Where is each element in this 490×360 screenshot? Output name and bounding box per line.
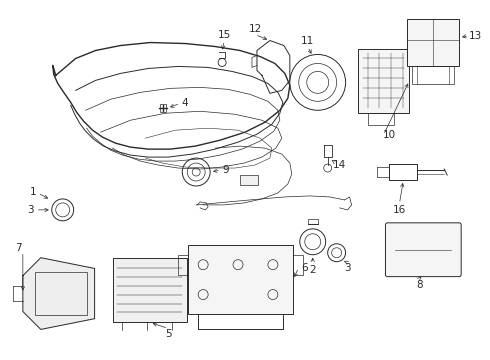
Text: 13: 13 [468,31,482,41]
Text: 3: 3 [344,263,351,273]
Text: 11: 11 [301,36,315,46]
Text: 15: 15 [218,30,231,40]
Bar [358,49,409,113]
Text: 8: 8 [416,280,423,289]
Text: 5: 5 [165,329,172,339]
Text: 4: 4 [182,98,189,108]
Text: 12: 12 [248,24,262,33]
Text: 10: 10 [383,130,396,140]
Bar [188,245,293,315]
Bar [413,67,454,84]
Text: 6: 6 [301,263,308,273]
Bar [368,113,394,125]
Bar [407,19,459,67]
Bar [35,272,87,315]
Text: 9: 9 [223,165,229,175]
FancyBboxPatch shape [386,223,461,276]
Text: 2: 2 [309,265,316,275]
Polygon shape [23,258,95,329]
Text: 16: 16 [393,205,406,215]
Bar [160,104,166,112]
Text: 3: 3 [27,205,34,215]
Text: 14: 14 [333,160,346,170]
Bar [240,175,258,185]
Text: 7: 7 [16,243,22,253]
Bar [113,258,187,323]
Text: 1: 1 [29,187,36,197]
